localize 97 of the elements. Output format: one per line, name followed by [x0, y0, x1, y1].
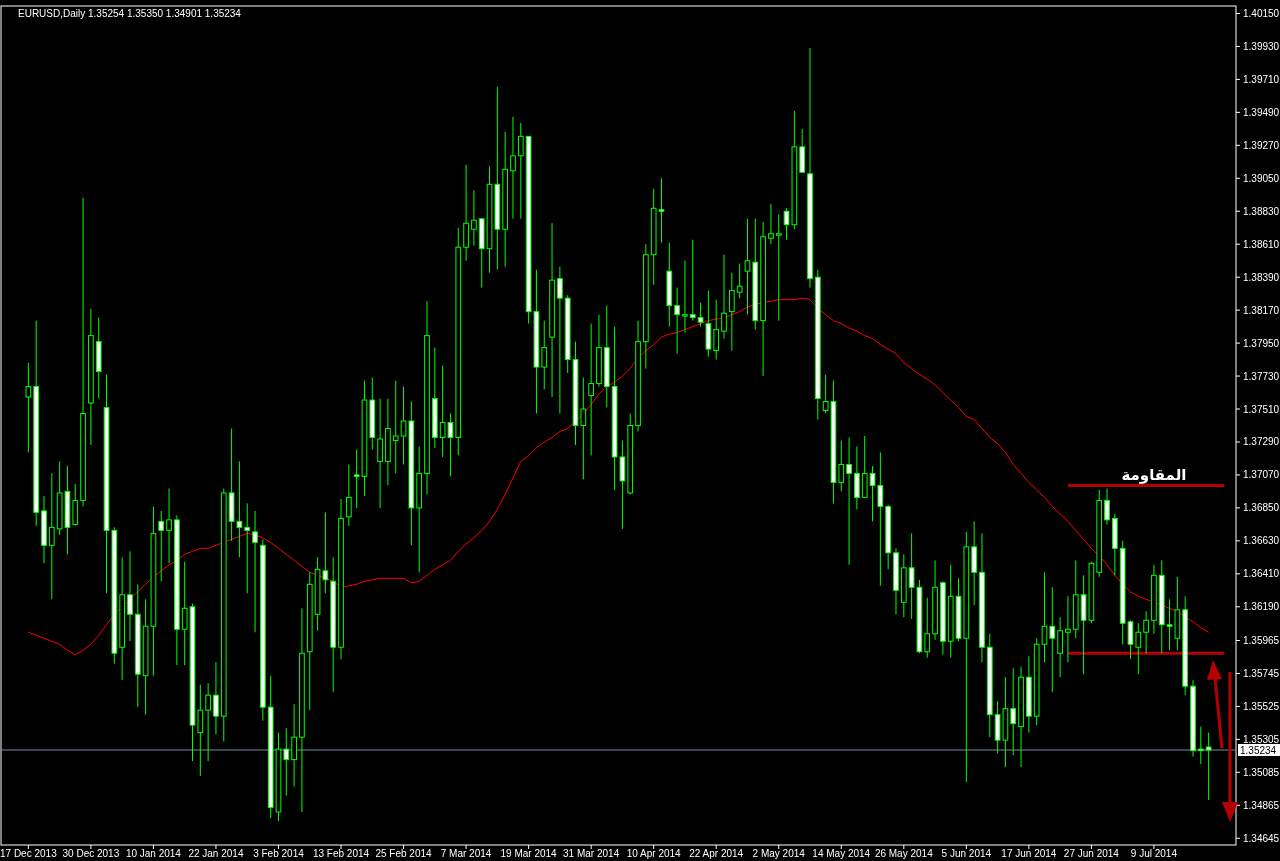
x-tick-label: 2 May 2014 — [752, 848, 806, 859]
y-tick-label: 1.36630 — [1243, 535, 1280, 547]
y-tick-label: 1.37290 — [1243, 436, 1280, 448]
y-tick-label: 1.38390 — [1243, 271, 1280, 283]
x-tick-label: 10 Apr 2014 — [626, 848, 682, 859]
candlestick — [392, 380, 399, 474]
y-tick-label: 1.37950 — [1243, 337, 1280, 349]
x-tick-label: 22 Jan 2014 — [188, 848, 244, 859]
y-tick-label: 1.36410 — [1243, 568, 1280, 580]
x-tick-label: 14 May 2014 — [812, 848, 871, 859]
y-tick-label: 1.39930 — [1243, 40, 1280, 52]
y-tick-label: 1.35525 — [1243, 700, 1280, 712]
candlestick — [588, 323, 594, 456]
y-tick-label: 1.37510 — [1243, 403, 1280, 415]
candlestick — [48, 472, 55, 600]
candlestick — [25, 362, 32, 453]
y-tick-label: 1.35745 — [1243, 667, 1280, 679]
candlestick — [1057, 616, 1063, 678]
candlestick — [1049, 586, 1056, 693]
chart-title: EURUSD,Daily 1.35254 1.35350 1.34901 1.35234 — [18, 8, 242, 19]
x-tick-label: 17 Dec 2013 — [0, 848, 58, 859]
candlestick — [72, 483, 79, 527]
y-tick-label: 1.38830 — [1243, 205, 1280, 217]
candlestick — [682, 260, 688, 334]
y-tick-label: 1.40150 — [1243, 7, 1280, 19]
x-tick-label: 3 Feb 2014 — [253, 848, 305, 859]
candlestick — [775, 213, 782, 322]
x-tick-label: 9 Jul 2014 — [1130, 848, 1178, 859]
y-tick-label: 1.35965 — [1243, 634, 1280, 646]
candlestick — [127, 550, 133, 642]
x-tick-label: 31 Mar 2014 — [563, 848, 620, 859]
x-tick-label: 27 Jun 2014 — [1063, 848, 1120, 859]
candlestick — [768, 203, 774, 245]
candlestick — [1205, 732, 1212, 801]
candlestick — [252, 510, 258, 633]
y-tick-label: 1.37070 — [1243, 469, 1280, 481]
ref-line-label: 1.35234 — [1240, 744, 1277, 756]
y-tick-label: 1.36190 — [1243, 601, 1280, 613]
candlestick — [713, 299, 720, 361]
x-tick-label: 10 Jan 2014 — [125, 848, 182, 859]
candlestick — [213, 661, 219, 735]
candlestick — [345, 463, 352, 527]
candlestick — [1135, 622, 1142, 675]
candlestick — [377, 398, 383, 509]
candlestick — [1197, 726, 1204, 765]
candlestick — [854, 445, 860, 510]
y-tick-label: 1.35085 — [1243, 766, 1280, 778]
y-tick-label: 1.34645 — [1243, 832, 1280, 844]
candlestick — [471, 189, 477, 247]
candlestick — [283, 727, 290, 797]
candlestick — [181, 561, 188, 666]
candlestick — [728, 272, 735, 352]
x-tick-label: 26 May 2014 — [874, 848, 934, 859]
y-tick-label: 1.39270 — [1243, 139, 1280, 151]
x-tick-label: 19 Mar 2014 — [500, 848, 558, 859]
x-tick-label: 17 Jun 2014 — [1001, 848, 1057, 859]
x-tick-label: 30 Dec 2013 — [62, 848, 120, 859]
y-tick-label: 1.34865 — [1243, 799, 1280, 811]
candlestick — [205, 682, 211, 762]
candlestick — [1143, 610, 1149, 654]
candlestick — [838, 439, 845, 492]
x-tick-label: 13 Feb 2014 — [312, 848, 370, 859]
candlestick — [1065, 595, 1071, 663]
x-tick-label: 7 Mar 2014 — [440, 848, 492, 859]
candlestick — [721, 254, 727, 340]
ref-line-label: المقاومة — [1121, 466, 1187, 485]
candlestick — [166, 487, 172, 564]
candlestick — [517, 122, 524, 220]
y-tick-label: 1.36850 — [1243, 502, 1280, 514]
x-tick-label: 22 Apr 2014 — [689, 848, 744, 859]
candlestick — [291, 703, 297, 788]
y-tick-label: 1.37730 — [1243, 370, 1280, 382]
candlestick — [510, 116, 516, 220]
candlestick — [846, 436, 852, 566]
candlestick — [197, 684, 204, 777]
candlestick — [1104, 487, 1110, 525]
candlestick — [861, 435, 868, 498]
candlestick — [463, 164, 469, 262]
x-tick-label: 5 Jun 2014 — [941, 848, 992, 859]
candlestick — [158, 510, 165, 582]
candlestick — [674, 287, 680, 355]
candlestick — [244, 502, 251, 594]
y-tick-label: 1.35305 — [1243, 733, 1280, 745]
candlestick — [557, 266, 563, 415]
candlestick — [736, 263, 743, 299]
y-tick-label: 1.39050 — [1243, 172, 1280, 184]
y-tick-label: 1.39490 — [1243, 106, 1280, 118]
y-tick-label: 1.39710 — [1243, 73, 1280, 85]
candlestick — [1010, 667, 1017, 756]
candlestick — [541, 320, 548, 391]
candlestick — [924, 597, 931, 659]
candlestick — [697, 302, 704, 328]
y-tick-label: 1.38170 — [1243, 304, 1280, 316]
candlestick — [689, 239, 696, 322]
candlestick — [744, 218, 751, 316]
x-tick-label: 25 Feb 2014 — [375, 848, 433, 859]
y-tick-label: 1.38610 — [1243, 238, 1280, 250]
